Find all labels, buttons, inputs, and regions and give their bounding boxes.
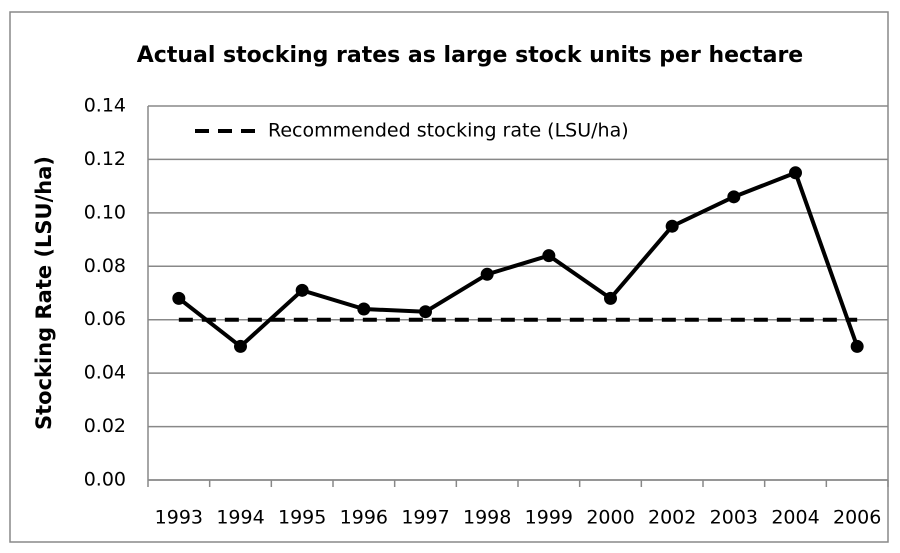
data-point — [357, 302, 371, 316]
data-point — [234, 339, 247, 353]
data-line — [177, 170, 860, 350]
y-axis-label: Stocking Rate (LSU/ha) — [32, 156, 56, 430]
x-tick-label: 2000 — [586, 507, 634, 529]
y-tick-label: 0.02 — [84, 415, 126, 437]
y-tick-label: 0.14 — [84, 95, 126, 117]
data-point — [480, 267, 494, 281]
x-tick-label: 2004 — [771, 507, 819, 529]
data-point — [295, 283, 309, 297]
y-tick-label: 0.06 — [84, 308, 126, 330]
chart-border — [9, 11, 889, 543]
data-point — [542, 249, 556, 263]
y-tick-label: 0.12 — [84, 148, 126, 170]
x-tick-label: 1996 — [340, 507, 388, 529]
x-tick-label: 1994 — [216, 507, 264, 529]
data-point — [789, 166, 802, 180]
x-tick-label: 1997 — [401, 507, 449, 529]
y-tick-label: 0.00 — [84, 469, 126, 491]
x-tick-label: 2003 — [710, 507, 758, 529]
chart-title: Actual stocking rates as large stock uni… — [137, 43, 803, 68]
y-tick-label: 0.04 — [84, 362, 126, 384]
data-point — [172, 291, 186, 305]
x-tick-label: 2006 — [833, 507, 881, 529]
y-tick-label: 0.10 — [84, 201, 126, 223]
legend-label: Recommended stocking rate (LSU/ha) — [268, 120, 629, 142]
data-point — [665, 219, 679, 233]
data-point — [419, 305, 432, 319]
x-tick-label: 1999 — [525, 507, 573, 529]
x-tick-label: 2002 — [648, 507, 696, 529]
x-tick-label: 1993 — [155, 507, 203, 529]
data-point — [850, 339, 864, 353]
data-point — [727, 190, 741, 204]
y-tick-label: 0.08 — [84, 255, 126, 277]
x-tick-label: 1995 — [278, 507, 326, 529]
x-tick-label: 1998 — [463, 507, 511, 529]
data-point — [604, 291, 617, 305]
